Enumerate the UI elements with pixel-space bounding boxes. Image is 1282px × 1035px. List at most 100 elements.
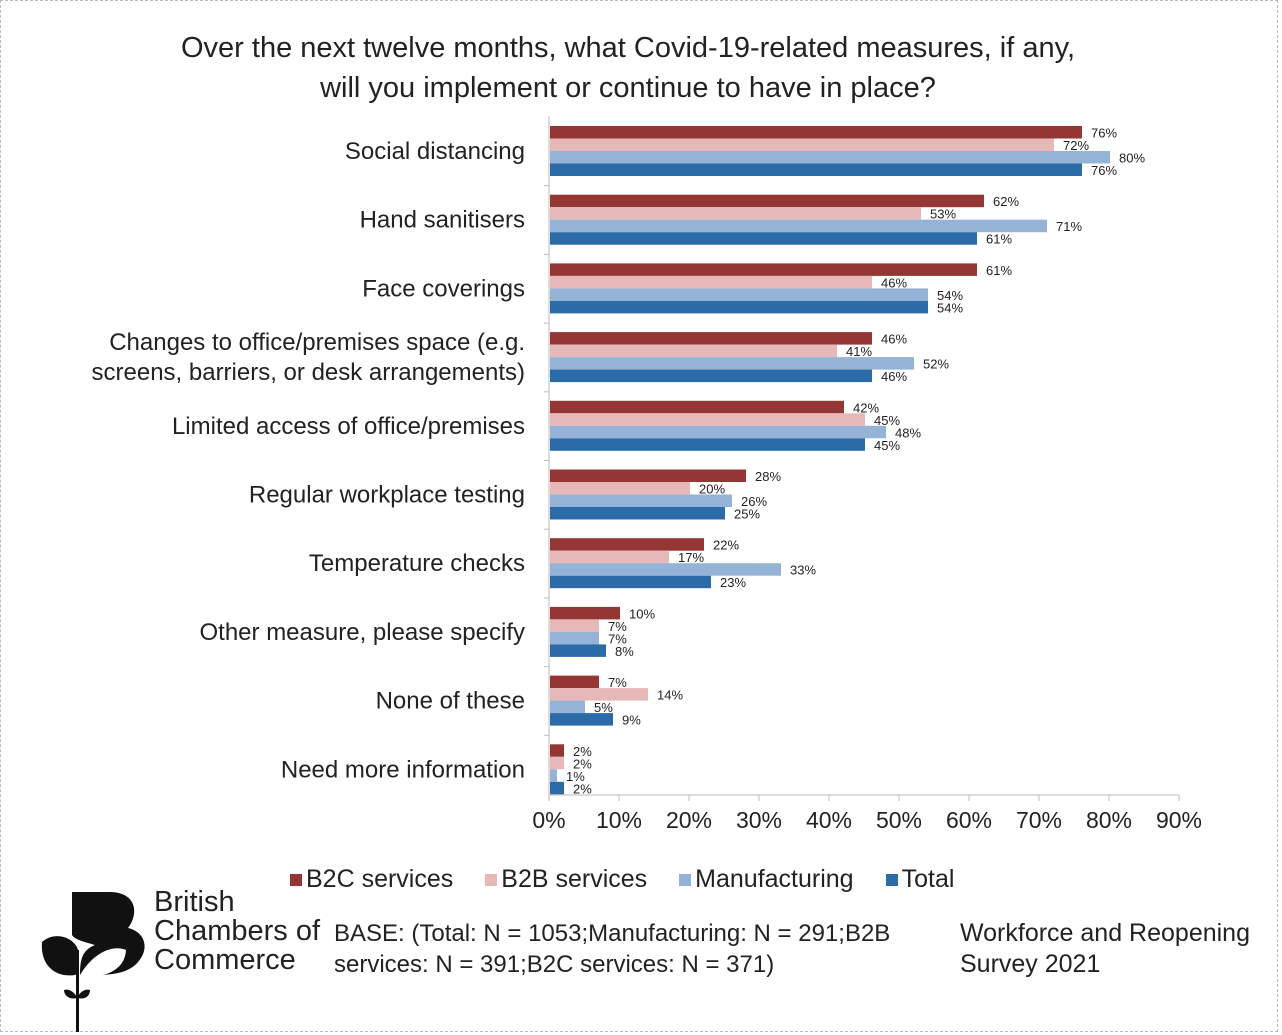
category-label: Regular workplace testing xyxy=(249,482,525,509)
data-label: 42% xyxy=(853,400,879,415)
bar-b2c-services xyxy=(550,469,746,482)
x-tick-label: 30% xyxy=(736,807,782,833)
data-label: 80% xyxy=(1119,151,1145,166)
bar-manufacturing xyxy=(550,700,585,714)
data-label: 53% xyxy=(930,207,956,222)
data-label: 46% xyxy=(881,332,907,347)
data-label: 23% xyxy=(720,575,746,590)
bar-b2b-services xyxy=(550,550,669,564)
data-label: 7% xyxy=(608,619,627,634)
bar-total xyxy=(550,507,725,520)
category-label: Temperature checks xyxy=(309,550,525,577)
legend-swatch xyxy=(290,873,302,886)
bar-total xyxy=(550,438,865,451)
title-line: Over the next twelve months, what Covid-… xyxy=(180,32,1076,64)
category-label: Limited access of office/premises xyxy=(172,413,525,440)
category-label: Other measure, please specify xyxy=(200,619,526,646)
data-label: 1% xyxy=(566,769,585,784)
bar-manufacturing xyxy=(550,769,557,782)
data-label: 54% xyxy=(937,288,963,303)
legend-swatch xyxy=(885,873,898,886)
data-label: 14% xyxy=(657,688,683,703)
data-label: 8% xyxy=(615,644,634,659)
data-label: 54% xyxy=(937,300,963,315)
legend: B2C services B2B services Manufacturing Tot… xyxy=(290,865,954,894)
bar-b2b-services xyxy=(550,413,865,426)
data-label: 7% xyxy=(608,675,627,690)
logo-line: Chambers of xyxy=(154,915,321,947)
bar-b2c-services xyxy=(550,126,1082,139)
bar-manufacturing xyxy=(550,357,914,370)
data-label: 71% xyxy=(1056,219,1082,234)
data-label: 2% xyxy=(573,744,592,759)
legend-label: Total xyxy=(901,865,955,893)
data-label: 26% xyxy=(741,494,767,509)
bar-manufacturing xyxy=(550,288,928,301)
data-label: 46% xyxy=(881,369,907,384)
data-label: 52% xyxy=(923,357,949,372)
data-label: 7% xyxy=(608,631,627,646)
bar-b2c-services xyxy=(550,606,620,620)
bar-b2c-services xyxy=(550,194,984,208)
survey-name: Workforce and Reopening Survey 2021 xyxy=(960,919,1250,978)
bar-manufacturing xyxy=(550,151,1110,164)
x-tick-label: 10% xyxy=(596,807,642,833)
data-label: 10% xyxy=(629,606,655,621)
bar-total xyxy=(550,781,564,795)
title-line: will you implement or continue to have i… xyxy=(320,72,936,104)
bar-b2b-services xyxy=(550,344,837,358)
bar-b2b-services xyxy=(550,688,648,701)
base-note: BASE: (Total: N = 1053;Manufacturing: N … xyxy=(334,920,891,978)
bar-b2c-services xyxy=(550,675,599,689)
data-label: 25% xyxy=(734,507,760,522)
data-label: 62% xyxy=(993,194,1019,209)
bar-b2b-services xyxy=(550,138,1054,151)
chart-title: Over the next twelve months, what Covid-… xyxy=(0,28,1256,108)
data-label: 61% xyxy=(986,263,1012,278)
bar-b2c-services xyxy=(550,332,872,345)
bar-manufacturing xyxy=(550,494,732,507)
data-label: 46% xyxy=(881,275,907,290)
legend-item: B2B services xyxy=(485,865,647,894)
bar-total xyxy=(550,369,872,383)
data-label: 48% xyxy=(895,425,921,440)
bar-b2b-services xyxy=(550,482,690,495)
category-label: Face coverings xyxy=(362,275,525,302)
x-tick-label: 60% xyxy=(946,807,992,833)
bar-manufacturing xyxy=(550,219,1047,233)
bar-total xyxy=(550,300,928,314)
data-label: 41% xyxy=(846,344,872,359)
data-label: 72% xyxy=(1063,138,1089,153)
bar-b2b-services xyxy=(550,619,599,632)
logo-line: British xyxy=(154,886,235,918)
bar-manufacturing xyxy=(550,631,599,645)
bar-total xyxy=(550,575,711,589)
data-label: 28% xyxy=(755,469,781,484)
category-label: Need more information xyxy=(281,756,525,783)
bar-manufacturing xyxy=(550,563,781,576)
data-label: 61% xyxy=(986,232,1012,247)
legend-swatch xyxy=(485,873,498,886)
bar-manufacturing xyxy=(550,425,886,439)
legend-label: Manufacturing xyxy=(695,865,854,893)
bar-b2c-services xyxy=(550,263,977,276)
x-tick-label: 50% xyxy=(876,807,922,833)
bar-total xyxy=(550,163,1082,176)
x-tick-label: 40% xyxy=(806,807,852,833)
bar-b2b-services xyxy=(550,756,564,770)
data-label: 2% xyxy=(573,781,592,796)
legend-item: Manufacturing xyxy=(679,865,854,894)
x-tick-label: 0% xyxy=(532,807,565,833)
data-label: 22% xyxy=(713,538,739,553)
x-tick-label: 90% xyxy=(1156,807,1202,833)
bar-b2c-services xyxy=(550,538,704,551)
legend-swatch xyxy=(679,873,692,886)
logo-line: Commerce xyxy=(154,944,296,976)
data-label: 9% xyxy=(622,713,641,728)
bar-b2c-services xyxy=(550,400,844,414)
category-label: None of these xyxy=(376,688,525,715)
category-label: Social distancing xyxy=(345,138,525,165)
bar-total xyxy=(550,644,606,657)
data-label: 20% xyxy=(699,482,725,497)
